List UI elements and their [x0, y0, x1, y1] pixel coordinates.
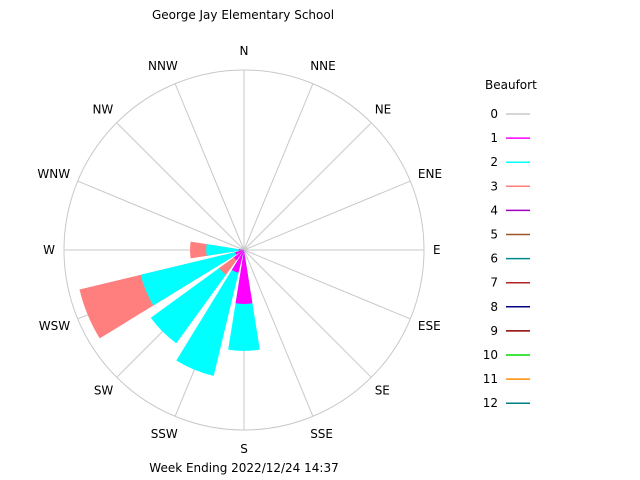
legend-label-10: 10 [483, 348, 498, 362]
petal-sw-beaufort-2 [150, 250, 244, 344]
direction-label-nne: NNE [310, 59, 336, 73]
petal-w-beaufort-2 [206, 244, 244, 256]
grid-spoke-ese [243, 249, 411, 320]
legend-label-8: 8 [490, 300, 498, 314]
direction-label-ese: ESE [418, 319, 441, 333]
chart-title: George Jay Elementary School [152, 8, 334, 22]
direction-label-wsw: WSW [39, 319, 70, 333]
direction-label-ssw: SSW [151, 427, 178, 441]
direction-label-n: N [240, 44, 249, 58]
petal-wsw-beaufort-1 [235, 250, 244, 255]
petal-wsw-beaufort-2 [140, 250, 244, 306]
legend-label-9: 9 [490, 324, 498, 338]
legend-label-6: 6 [490, 252, 498, 266]
direction-label-e: E [433, 243, 441, 257]
grid-spoke-se [243, 249, 372, 378]
chart-subtitle: Week Ending 2022/12/24 14:37 [149, 461, 338, 475]
direction-label-ne: NE [375, 102, 392, 116]
grid-spoke-ne [243, 122, 372, 251]
legend-label-12: 12 [483, 396, 498, 410]
grid-spoke-nnw [174, 83, 245, 251]
legend-label-11: 11 [483, 372, 498, 386]
legend-label-3: 3 [490, 179, 498, 193]
grid-spoke-ene [243, 180, 411, 251]
direction-label-ene: ENE [418, 167, 442, 181]
grid-spoke-nne [243, 83, 314, 251]
direction-label-w: W [43, 243, 55, 257]
grid-spoke-sse [243, 249, 314, 417]
direction-labels: N NNE NE ENE E ESE SE SSE S SSW SW WSW W WNW NW NNW [37, 44, 442, 456]
wind-rose-petals [79, 241, 260, 376]
direction-label-nnw: NNW [148, 59, 178, 73]
legend-label-7: 7 [490, 276, 498, 290]
petal-ssw-beaufort-1 [231, 250, 244, 273]
legend-label-2: 2 [490, 155, 498, 169]
petal-sw-beaufort-1 [233, 250, 244, 261]
petal-s-beaufort-1 [235, 250, 253, 304]
legend-label-1: 1 [490, 131, 498, 145]
petal-w-beaufort-1 [238, 249, 244, 251]
legend-label-0: 0 [490, 107, 498, 121]
direction-label-s: S [240, 442, 248, 456]
legend-label-4: 4 [490, 203, 498, 217]
direction-label-sse: SSE [310, 427, 333, 441]
direction-label-se: SE [375, 384, 390, 398]
grid-spoke-nw [116, 122, 245, 251]
legend-title: Beaufort [485, 78, 537, 92]
grid-spoke-wnw [77, 180, 245, 251]
petal-ssw-beaufort-2 [176, 250, 244, 376]
direction-label-nw: NW [92, 102, 113, 116]
legend-label-5: 5 [490, 228, 498, 242]
direction-label-wnw: WNW [37, 167, 70, 181]
direction-label-sw: SW [94, 384, 114, 398]
